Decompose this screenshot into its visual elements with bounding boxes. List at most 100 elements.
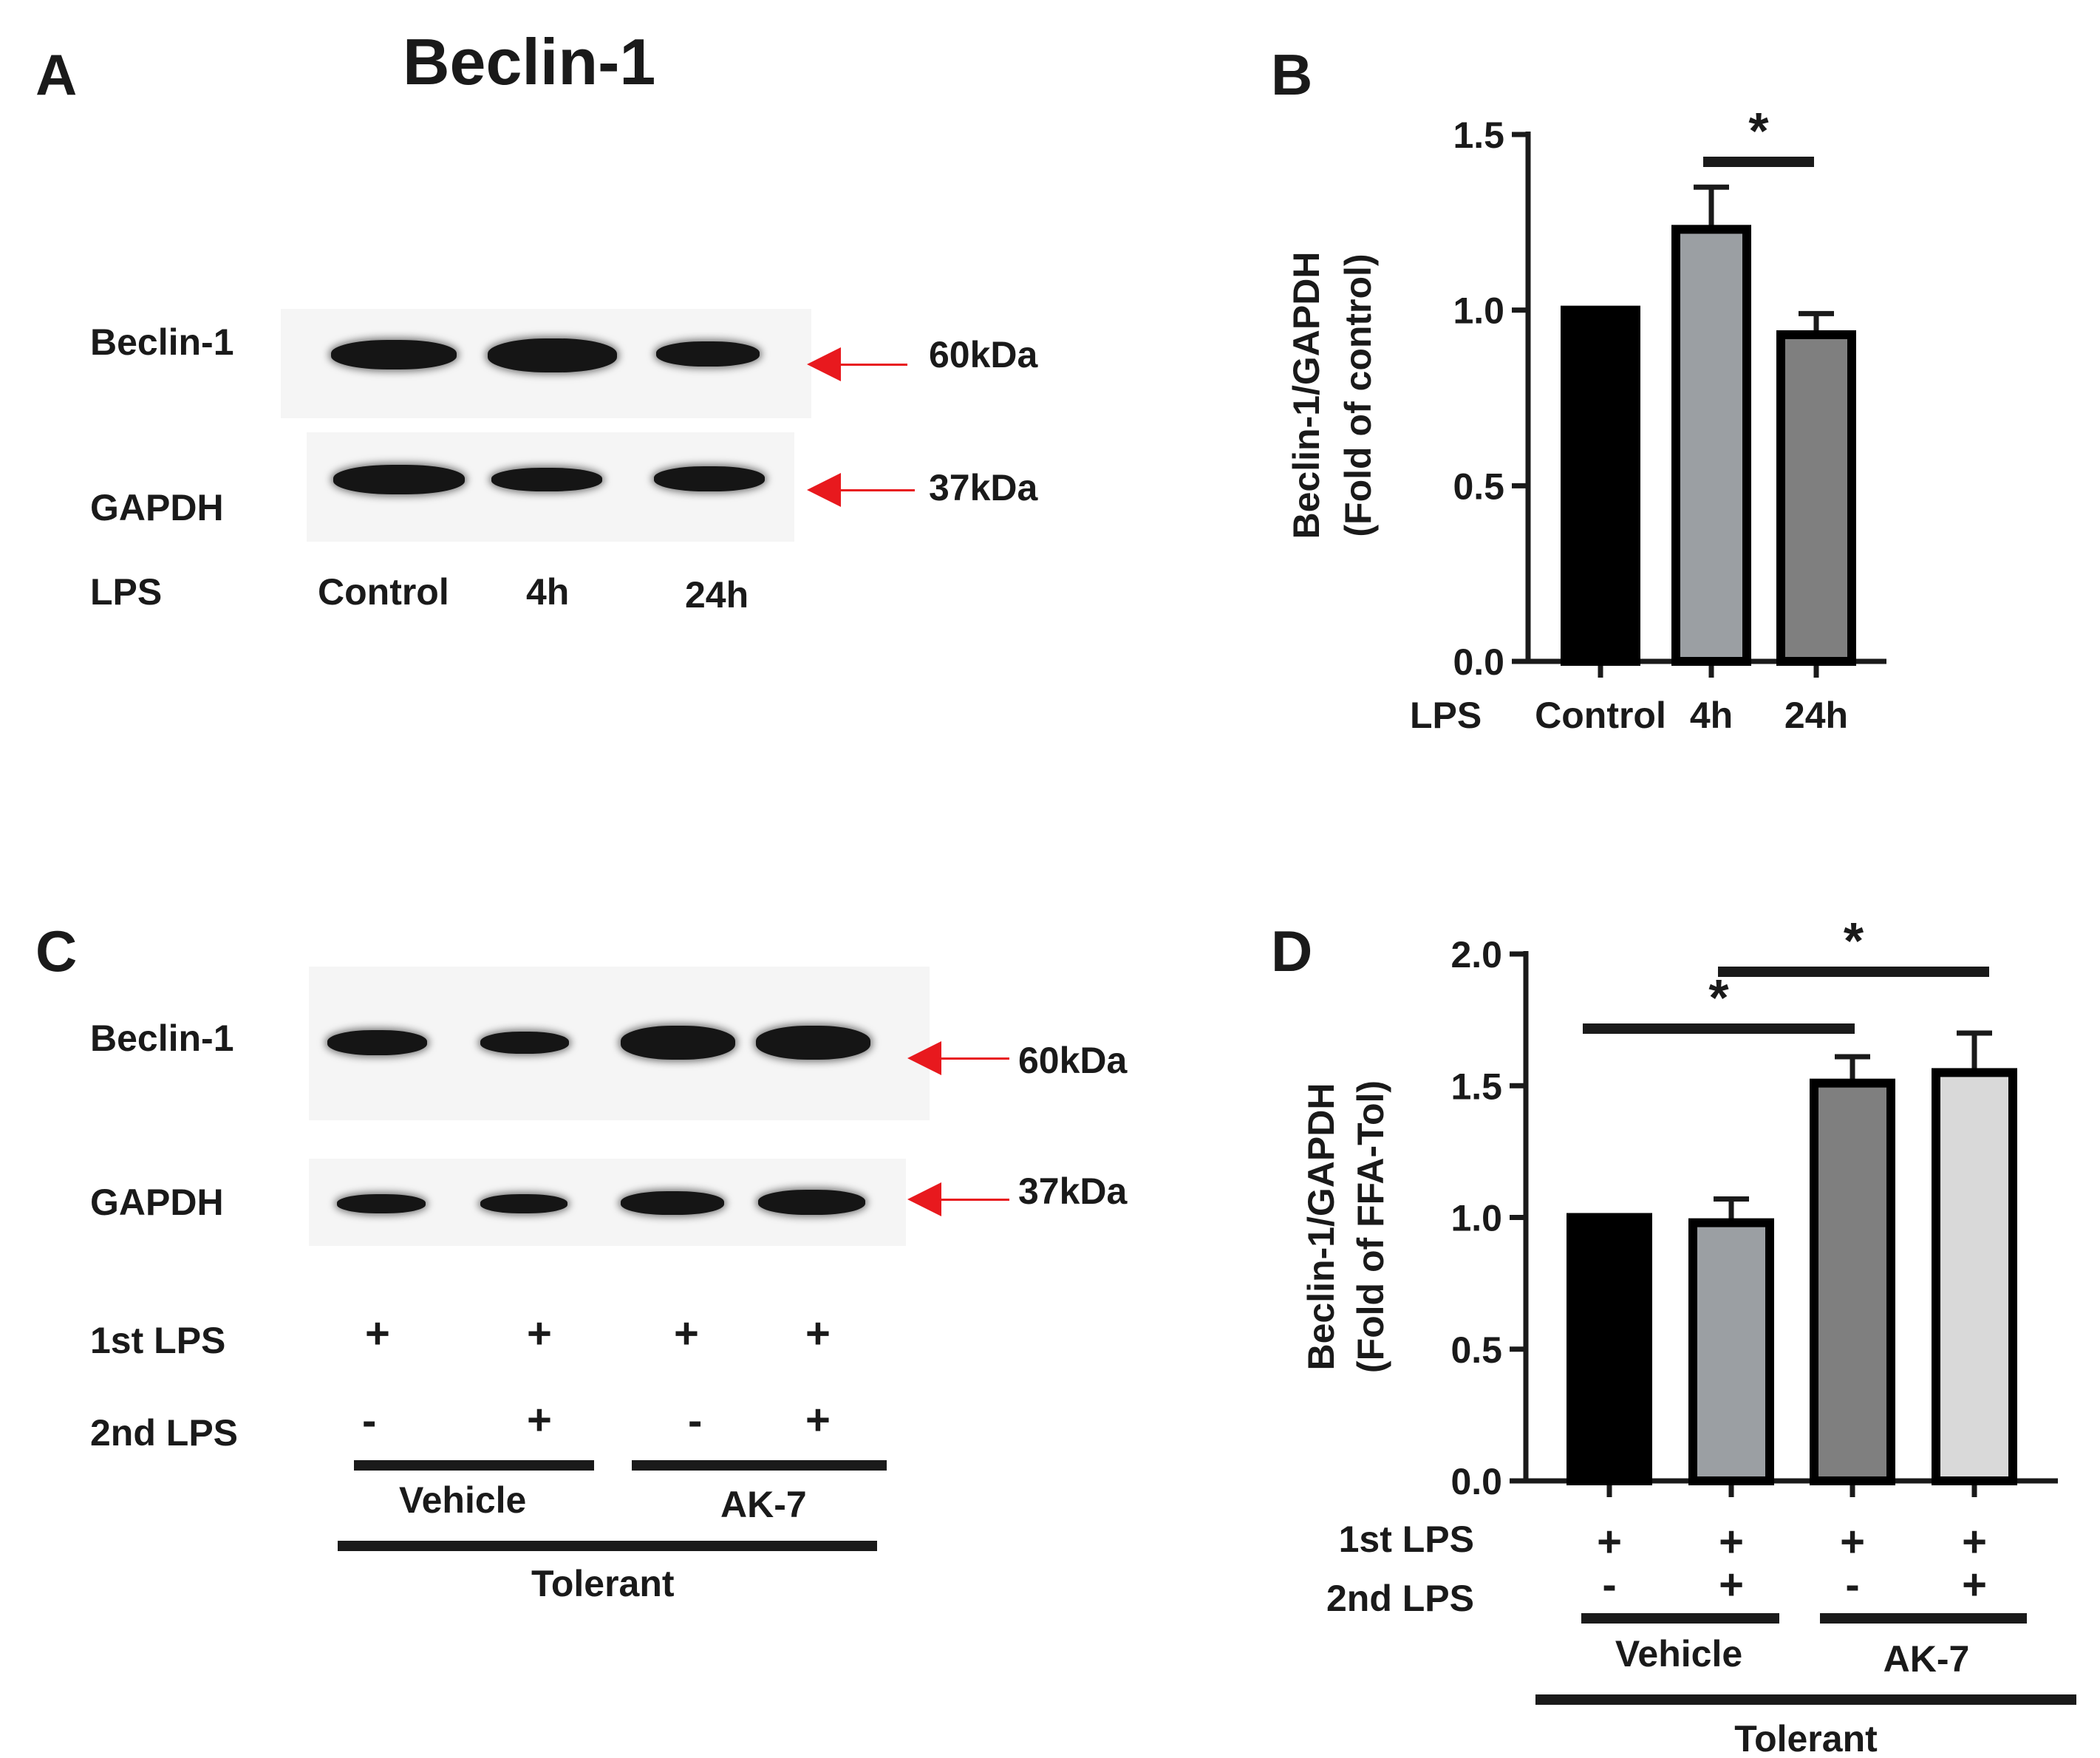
d-sig-label-1: * — [1844, 912, 1864, 970]
c-2nd-sign-1: - — [362, 1397, 377, 1445]
d-ytick-label-0: 0.0 — [1450, 1461, 1502, 1502]
d-2nd-sign-3: + — [1962, 1561, 1987, 1609]
d-1st-sign-2: + — [1840, 1518, 1865, 1566]
panel-b-plot: Beclin-1/GAPDH (Fold of control) LPS 0.0… — [1286, 102, 1886, 736]
blot-a-gapdh-strip — [307, 432, 794, 542]
b-bar-0 — [1561, 305, 1640, 666]
panel-a-title: Beclin-1 — [403, 25, 656, 98]
d-bar-3 — [1932, 1068, 2017, 1486]
c-1st-sign-2: + — [527, 1309, 552, 1357]
b-category-1: 4h — [1690, 695, 1733, 736]
c-1st-sign-4: + — [805, 1309, 831, 1357]
c-2nd-sign-2: + — [527, 1396, 552, 1444]
arrow-a-gapdh-icon — [807, 473, 915, 507]
d-bar-1 — [1688, 1218, 1774, 1485]
b-xlabel: LPS — [1410, 695, 1482, 736]
c-group-vehicle: Vehicle — [399, 1479, 527, 1521]
b-ylabel-line1: Beclin-1/GAPDH — [1286, 252, 1327, 539]
b-sig-bar-0 — [1703, 157, 1814, 167]
band-a-beclin-control — [331, 340, 457, 369]
band-a-beclin-4h — [488, 338, 617, 372]
blot-a-row-beclin: Beclin-1 — [90, 321, 234, 363]
mw-a-beclin: 60kDa — [929, 334, 1038, 375]
lane-a-24h: 24h — [685, 574, 749, 616]
mw-c-beclin: 60kDa — [1018, 1040, 1128, 1081]
d-group-ak7: AK-7 — [1883, 1638, 1970, 1680]
d-vehicle-rule — [1581, 1613, 1779, 1624]
band-c-beclin-4 — [756, 1026, 870, 1060]
d-ytick-label-4: 2.0 — [1450, 934, 1502, 975]
b-sig-label-0: * — [1748, 102, 1769, 160]
d-ak7-rule — [1820, 1613, 2027, 1624]
d-1st-sign-0: + — [1597, 1518, 1622, 1566]
panel-a-letter: A — [35, 42, 78, 107]
band-a-gapdh-24h — [654, 466, 765, 491]
blot-c-row-gapdh: GAPDH — [90, 1182, 224, 1223]
d-group-tolerant: Tolerant — [1734, 1718, 1878, 1758]
d-ytick-label-3: 1.5 — [1450, 1066, 1502, 1107]
row-c-1st-lps: 1st LPS — [90, 1320, 226, 1361]
panel-b-letter: B — [1271, 42, 1313, 107]
c-1st-sign-1: + — [365, 1309, 390, 1357]
arrow-c-beclin-icon — [907, 1041, 1009, 1075]
d-group-vehicle: Vehicle — [1615, 1633, 1742, 1674]
d-row-2nd-lps: 2nd LPS — [1326, 1578, 1474, 1619]
blot-c-beclin-strip — [309, 967, 930, 1120]
band-c-gapdh-2 — [480, 1194, 567, 1213]
d-2nd-sign-2: - — [1845, 1561, 1859, 1609]
band-c-gapdh-1 — [337, 1194, 426, 1213]
d-sig-bar-0 — [1583, 1023, 1855, 1034]
b-ytick-label-1: 0.5 — [1453, 466, 1504, 507]
d-ylabel-line2: (Fold of FFA-Tol) — [1350, 1080, 1391, 1373]
c-2nd-sign-4: + — [805, 1396, 831, 1444]
panel-d-plot: Beclin-1/GAPDH (Fold of FFA-Tol) 1st LPS… — [1300, 912, 2076, 1758]
d-tolerant-rule — [1535, 1694, 2076, 1705]
d-sig-bar-1 — [1718, 967, 1989, 977]
band-a-beclin-24h — [656, 341, 760, 367]
band-c-beclin-1 — [327, 1030, 427, 1055]
d-1st-sign-1: + — [1719, 1518, 1744, 1566]
d-sig-label-0: * — [1708, 969, 1729, 1026]
blot-c-gapdh-strip — [309, 1159, 906, 1246]
d-2nd-sign-1: + — [1719, 1561, 1744, 1609]
mw-c-gapdh: 37kDa — [1018, 1171, 1128, 1212]
d-ytick-label-2: 1.0 — [1450, 1198, 1502, 1239]
b-bar-2 — [1776, 330, 1856, 666]
arrow-c-gapdh-icon — [907, 1182, 1009, 1216]
b-category-0: Control — [1535, 695, 1666, 736]
panel-d-letter: D — [1271, 919, 1313, 984]
c-ak7-rule — [632, 1460, 887, 1471]
d-ylabel-line1: Beclin-1/GAPDH — [1300, 1083, 1342, 1371]
band-a-gapdh-4h — [491, 468, 602, 491]
c-vehicle-rule — [354, 1460, 594, 1471]
c-2nd-sign-3: - — [688, 1397, 703, 1445]
b-ylabel-line2: (Fold of control) — [1337, 253, 1379, 536]
band-c-gapdh-4 — [758, 1190, 865, 1215]
b-bar-1 — [1671, 225, 1751, 666]
mw-a-gapdh: 37kDa — [929, 467, 1038, 508]
c-1st-sign-3: + — [674, 1309, 699, 1357]
c-group-ak7: AK-7 — [720, 1484, 807, 1525]
lane-a-control: Control — [318, 571, 449, 613]
b-ytick-label-2: 1.0 — [1453, 290, 1504, 332]
blot-a-row-lps: LPS — [90, 571, 163, 613]
b-ytick-label-3: 1.5 — [1453, 115, 1504, 156]
b-ytick-label-0: 0.0 — [1453, 641, 1504, 683]
blot-c-row-beclin: Beclin-1 — [90, 1018, 234, 1059]
c-tolerant-rule — [338, 1541, 877, 1551]
band-a-gapdh-control — [333, 465, 465, 494]
d-bar-2 — [1810, 1078, 1895, 1486]
d-row-1st-lps: 1st LPS — [1339, 1519, 1474, 1560]
panel-c-letter: C — [35, 919, 78, 984]
row-c-2nd-lps: 2nd LPS — [90, 1412, 239, 1454]
arrow-a-beclin-icon — [807, 347, 907, 381]
d-2nd-sign-0: - — [1602, 1561, 1616, 1609]
lane-a-4h: 4h — [526, 571, 570, 613]
band-c-beclin-2 — [480, 1032, 569, 1054]
d-bar-0 — [1567, 1213, 1652, 1485]
band-c-beclin-3 — [621, 1026, 735, 1060]
d-1st-sign-3: + — [1962, 1518, 1987, 1566]
d-ytick-label-1: 0.5 — [1450, 1329, 1502, 1371]
